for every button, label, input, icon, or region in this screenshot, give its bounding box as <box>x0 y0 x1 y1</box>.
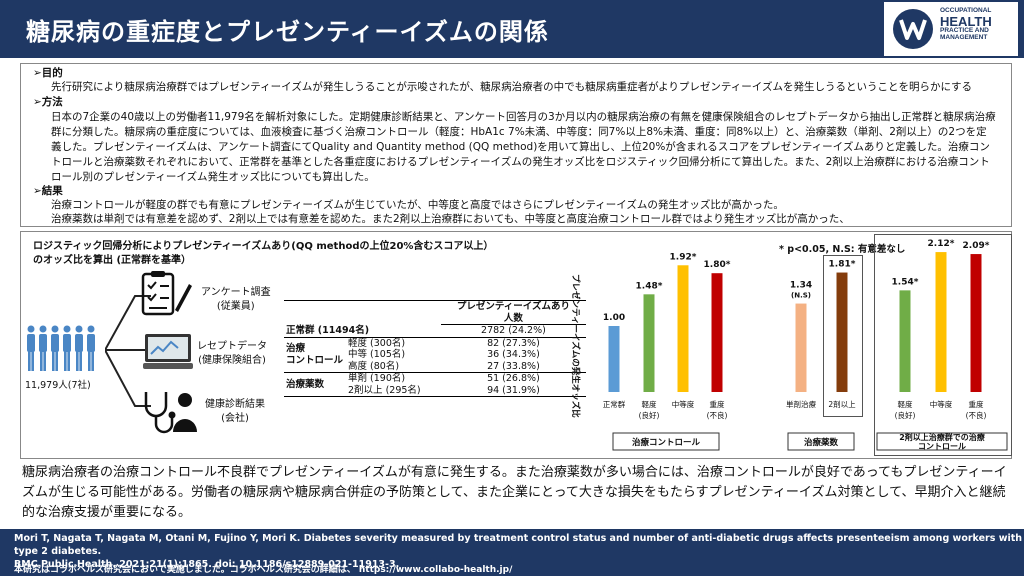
tick-label: 軽度 <box>898 399 913 409</box>
result-heading: ➢結果 <box>33 185 63 197</box>
method-text: 日本の7企業の40歳以上の労働者11,979名を解析対象にした。定期健康診断結果… <box>51 111 996 183</box>
questionnaire-icon <box>141 271 192 316</box>
source-checkup-label: 健康診断結果 (会社) <box>205 399 265 424</box>
header-bar: 糖尿病の重症度とプレゼンティーイズムの関係 OCCUPATIONAL HEALT… <box>0 0 1024 58</box>
tick-label: 中等度 <box>672 399 695 409</box>
tick-label: 単剤治療 <box>786 399 816 409</box>
bar <box>899 290 911 392</box>
table-row: 治療薬数 単剤 (190名) 51 (26.8%) <box>284 372 586 397</box>
health-checkup-icon <box>144 392 197 434</box>
data-label: 2.09* <box>963 241 990 251</box>
citation: Mori T, Nagata T, Nagata M, Otani M, Fuj… <box>14 533 1023 570</box>
presenteeism-count-table: プレゼンティーイズムあり 人数 正常群 (11494名) 2782 (24.2%… <box>284 300 586 397</box>
group-label: 2剤以上治療群での治療 <box>899 432 986 442</box>
figure-title-line2: のオッズ比を算出 (正常群を基準） <box>33 255 192 266</box>
data-label: 1.80* <box>704 260 731 270</box>
bar <box>608 326 620 392</box>
group-label-box <box>876 432 1008 451</box>
tick-label: 正常群 <box>603 399 626 409</box>
purpose-heading: ➢目的 <box>33 67 63 79</box>
table-row: 中等 (105名) 36 (34.3%) <box>348 349 540 360</box>
data-label: 1.34 <box>790 281 812 291</box>
tick-label: 2剤以上 <box>828 399 856 409</box>
table-row: 2剤以上 (295名) 94 (31.9%) <box>284 384 586 397</box>
tick-label: 軽度 <box>642 399 657 409</box>
tick-label: 重度 <box>969 399 984 409</box>
result-figure: ロジスティック回帰分析によりプレゼンティーイズムあり(QQ methodの上位2… <box>20 231 1012 459</box>
data-label: 2.12* <box>928 239 955 249</box>
data-label: 1.48* <box>636 281 663 291</box>
receipt-data-computer-icon <box>143 334 193 369</box>
tick-label: (良好) <box>895 410 916 420</box>
table-header: プレゼンティーイズムあり 人数 <box>440 300 586 325</box>
purpose-text: 先行研究により糖尿病治療群ではプレゼンティーイズムが発生しうることが示唆されたが… <box>51 81 973 93</box>
bar <box>935 252 947 392</box>
logo-line1: OCCUPATIONAL <box>940 7 992 14</box>
group-label-box <box>612 432 720 451</box>
significance-note: * p<0.05, N.S: 有意差なし <box>779 244 906 255</box>
group-label-box <box>787 432 855 451</box>
source-receipt-label: レセプトデータ (健康保険組合) <box>197 341 267 366</box>
bar <box>795 303 807 392</box>
result-text-2: 治療薬数は単剤では有意差を認めず、2剤以上では有意差を認めた。また2剤以上治療群… <box>51 213 850 225</box>
source-survey-label: アンケート調査 (従業員) <box>201 287 271 312</box>
ohpm-logo-icon <box>893 9 933 49</box>
people-count-label: 11,979人(7社) <box>25 380 91 391</box>
method-heading: ➢方法 <box>33 96 63 108</box>
odds-ratio-bar-chart: 1.00正常群1.48*軽度(良好)1.92*中等度1.80*重度(不良)治療コ… <box>603 239 1008 451</box>
group-label: 治療コントロール <box>632 437 701 448</box>
figure-title: ロジスティック回帰分析によりプレゼンティーイズムあり(QQ methodの上位2… <box>33 240 493 268</box>
conclusion-text: 糖尿病治療者の治療コントロール不良群でプレゼンティーイズムが有意に発生する。また… <box>22 465 1007 520</box>
bar <box>836 272 848 392</box>
tick-label: 中等度 <box>930 399 953 409</box>
bar <box>711 273 723 392</box>
multi-drug-highlight-box <box>823 255 863 417</box>
page-title: 糖尿病の重症度とプレゼンティーイズムの関係 <box>26 18 549 46</box>
collabo-health-note: 本研究はコラボヘルス研究会において実施しました。コラボヘルス研究会の詳細は、 h… <box>14 565 513 575</box>
logo-line3: PRACTICE AND <box>940 27 989 35</box>
bar <box>970 254 982 392</box>
data-label: (N.S) <box>791 292 811 300</box>
summary-text-box: ➢目的 先行研究により糖尿病治療群ではプレゼンティーイズムが発生しうることが示唆… <box>20 63 1012 227</box>
table-row: 高度 (80名) 27 (33.8%) <box>348 360 540 372</box>
data-label: 1.00 <box>603 313 625 323</box>
multi-drug-subgroup-box <box>874 234 1012 456</box>
tick-label: (不良) <box>707 410 728 420</box>
svg-text:プレゼンティーイズムの発生オッズ比（正常群を基準）: プレゼンティーイズムの発生オッズ比（正常群を基準） <box>570 274 581 422</box>
people-group-icon <box>27 325 95 371</box>
table-row: 正常群 (11494名) 2782 (24.2%) <box>286 324 546 336</box>
bar <box>643 294 655 392</box>
logo: OCCUPATIONAL HEALTH PRACTICE AND MANAGEM… <box>884 2 1018 56</box>
figure-title-line1: ロジスティック回帰分析によりプレゼンティーイズムあり(QQ methodの上位2… <box>33 241 494 252</box>
data-label: 1.81* <box>829 260 856 270</box>
data-label: 1.54* <box>892 277 919 287</box>
chart-y-axis-label: プレゼンティーイズムの発生オッズ比（正常群を基準） <box>570 274 581 422</box>
bar <box>677 265 689 392</box>
logo-line2: HEALTH <box>940 13 992 29</box>
result-text-1: 治療コントロールが軽度の群でも有意にプレゼンティーイズムが生じていたが、中等度と… <box>51 199 784 211</box>
logo-line4: MANAGEMENT <box>940 34 988 42</box>
group-label: コントロール <box>918 442 966 451</box>
footer-bar: Mori T, Nagata T, Nagata M, Otani M, Fuj… <box>0 529 1024 576</box>
group-label: 治療薬数 <box>804 437 839 448</box>
tick-label: 重度 <box>710 399 725 409</box>
tick-label: (良好) <box>639 410 660 420</box>
data-label: 1.92* <box>670 252 697 262</box>
table-row: 治療 コントロール 軽度 (300名) 82 (27.3%) <box>284 336 586 373</box>
tick-label: (不良) <box>966 410 987 420</box>
